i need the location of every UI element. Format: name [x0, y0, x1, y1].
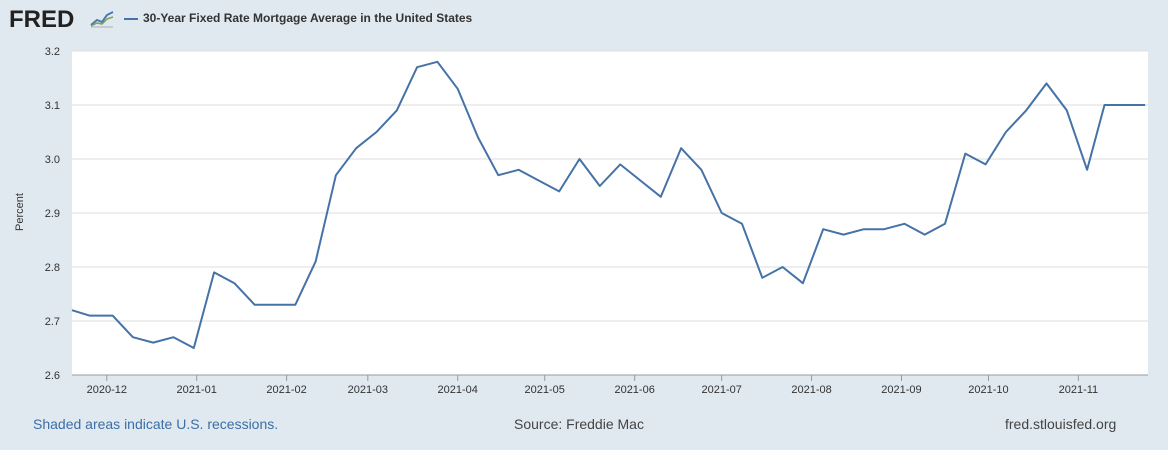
data-point [292, 302, 298, 308]
data-point [110, 313, 116, 319]
y-axis-ticks: 2.6 2.7 2.8 2.9 3.0 3.1 3.2 [45, 46, 60, 382]
chart-line-icon [89, 9, 115, 34]
data-point [171, 334, 177, 340]
data-point [739, 221, 745, 227]
x-tick-label: 2021-04 [438, 384, 478, 396]
data-point [1125, 102, 1131, 108]
data-point [353, 145, 359, 151]
data-point [434, 59, 440, 65]
data-point [231, 280, 237, 286]
legend-swatch [124, 18, 138, 20]
data-point [597, 183, 603, 189]
data-point [983, 161, 989, 167]
data-point [1142, 102, 1148, 108]
data-point [374, 129, 380, 135]
data-point [861, 226, 867, 232]
x-tick-label: 2021-09 [881, 384, 921, 396]
x-tick-label: 2021-06 [614, 384, 654, 396]
data-point [86, 313, 92, 319]
data-point [719, 210, 725, 216]
source-note: Source: Freddie Mac [514, 416, 644, 432]
data-point [577, 156, 583, 162]
data-point [840, 232, 846, 238]
data-point [678, 145, 684, 151]
x-tick-label: 2021-05 [525, 384, 565, 396]
data-point [191, 345, 197, 351]
data-point [942, 221, 948, 227]
x-tick-label: 2021-07 [701, 384, 741, 396]
data-point [150, 340, 156, 346]
data-point [1101, 102, 1107, 108]
x-axis-ticks: 2020-12 2021-01 2021-02 2021-03 2021-04 2021-… [72, 374, 1148, 396]
data-point [1043, 80, 1049, 86]
data-point [211, 269, 217, 275]
x-tick-label: 2021-10 [968, 384, 1008, 396]
series-line [71, 60, 1146, 349]
data-point [475, 134, 481, 140]
y-tick-label: 2.6 [45, 370, 60, 382]
y-tick-label: 3.1 [45, 100, 60, 112]
data-point [698, 167, 704, 173]
data-point [780, 264, 786, 270]
y-tick-label: 3.2 [45, 46, 60, 58]
y-tick-label: 2.9 [45, 208, 60, 220]
data-point [901, 221, 907, 227]
data-point [556, 188, 562, 194]
data-point [1003, 129, 1009, 135]
data-point [1023, 107, 1029, 113]
site-link[interactable]: fred.stlouisfed.org [1005, 416, 1117, 432]
data-point [658, 194, 664, 200]
data-point [881, 226, 887, 232]
data-point [820, 226, 826, 232]
data-point [516, 167, 522, 173]
x-tick-label: 2021-08 [791, 384, 831, 396]
x-tick-label: 2021-01 [177, 384, 217, 396]
fred-logo[interactable]: FRED [9, 6, 75, 33]
data-point [313, 259, 319, 265]
data-point [637, 178, 643, 184]
y-tick-label: 3.0 [45, 154, 60, 166]
data-point [617, 161, 623, 167]
y-tick-label: 2.8 [45, 262, 60, 274]
data-point [394, 107, 400, 113]
data-point [69, 307, 75, 313]
data-point [130, 334, 136, 340]
data-point [1064, 107, 1070, 113]
data-point [495, 172, 501, 178]
data-point [414, 64, 420, 70]
recession-note[interactable]: Shaded areas indicate U.S. recessions. [33, 416, 279, 432]
x-tick-label: 2020-12 [87, 384, 127, 396]
data-point [252, 302, 258, 308]
chart-header: FRED 30-Year Fixed Rate Mortgage Average… [0, 0, 1168, 40]
data-point [333, 172, 339, 178]
data-point [922, 232, 928, 238]
x-tick-label: 2021-11 [1059, 384, 1099, 396]
data-point [800, 280, 806, 286]
data-point [759, 275, 765, 281]
x-tick-label: 2021-03 [348, 384, 388, 396]
x-tick-label: 2021-02 [266, 384, 306, 396]
y-tick-label: 2.7 [45, 316, 60, 328]
data-point [962, 151, 968, 157]
data-point [455, 86, 461, 92]
legend-label[interactable]: 30-Year Fixed Rate Mortgage Average in t… [143, 11, 473, 25]
data-point [536, 178, 542, 184]
data-point [272, 302, 278, 308]
data-point [1084, 167, 1090, 173]
